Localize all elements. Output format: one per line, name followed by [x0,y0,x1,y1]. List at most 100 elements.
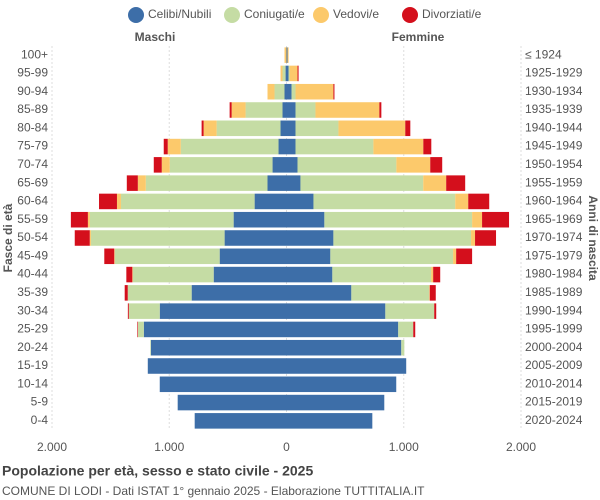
female-bar [455,193,469,210]
female-bar [433,266,441,283]
female-bar [286,157,298,173]
female-bar [431,266,434,283]
x-tick-label: 2.000 [506,440,536,454]
age-label: 80-84 [17,120,48,134]
female-bar [295,102,316,118]
male-bar [128,303,160,319]
y-axis-title: Fasce di età [1,203,15,272]
female-bar [330,248,454,265]
male-bar [159,376,287,393]
year-label: 1955-1959 [525,175,583,189]
female-bar [423,175,447,191]
male-bar [137,175,146,191]
female-bar [289,65,298,82]
age-label: 15-19 [17,358,48,372]
female-bar [291,83,296,100]
male-bar [282,65,286,82]
male-bar [219,248,287,265]
female-bar [288,65,290,82]
age-label: 60-64 [17,194,48,208]
year-label: 2010-2014 [525,376,583,390]
male-bar [284,83,287,100]
female-bar [429,285,430,301]
age-label: 70-74 [17,157,48,171]
female-bar [286,394,385,411]
male-bar [245,102,283,118]
year-label: ≤ 1924 [525,47,562,61]
male-bar [126,175,138,191]
female-bar [453,248,457,265]
female-bar [286,339,402,356]
year-label: 1985-1989 [525,285,583,299]
male-bar [150,339,287,356]
male-bar [161,157,170,173]
age-label: 20-24 [17,340,48,354]
year-label: 1980-1984 [525,267,583,281]
male-bar [274,83,285,100]
female-bar [286,248,331,265]
male-bar [87,211,90,228]
female-bar [286,285,352,301]
male-bar [224,230,287,246]
male-bar [114,248,115,265]
male-bar [137,321,138,338]
female-bar [475,230,497,246]
female-bar [430,157,443,173]
age-label: 35-39 [17,285,48,299]
male-bar [150,339,151,356]
female-bar [286,358,407,374]
y2-axis-title: Anni di nascita [586,195,600,281]
male-bar [180,138,279,155]
female-bar [286,65,289,82]
year-label: 1975-1979 [525,248,583,262]
female-bar [405,120,411,137]
male-bar [280,65,283,82]
year-label: 1925-1929 [525,66,583,80]
female-bar [423,138,432,155]
year-label: 2020-2024 [525,413,583,427]
male-bar [194,413,287,429]
female-bar [286,266,333,283]
female-bar [379,102,382,118]
female-bar [286,321,399,338]
legend-marker [128,7,144,23]
male-bar [203,120,217,137]
legend-label: Celibi/Nubili [148,7,211,21]
male-bar [126,266,133,283]
female-bar [324,211,473,228]
legend-marker [402,7,418,23]
female-bar [398,321,414,338]
chart-title: Popolazione per età, sesso e stato civil… [2,463,313,479]
age-label: 100+ [21,47,48,61]
female-bar [286,230,334,246]
year-label: 2000-2004 [525,340,583,354]
male-bar [254,193,287,210]
year-label: 2005-2009 [525,358,583,372]
year-label: 1960-1964 [525,194,583,208]
age-label: 50-54 [17,230,48,244]
year-label: 1935-1939 [525,102,583,116]
female-bar [286,413,373,429]
female-bar [471,230,476,246]
female-bar [297,65,299,82]
legend-marker [224,7,240,23]
x-tick-label: 1.000 [389,440,419,454]
male-bar [137,321,144,338]
female-bar [286,175,301,191]
male-bar [89,230,91,246]
year-label: 1970-1974 [525,230,583,244]
female-bar [468,193,490,210]
female-bar [338,120,406,137]
male-bar [74,230,90,246]
male-bar [124,285,128,301]
male-bar [231,102,246,118]
female-bar [295,138,374,155]
year-label: 1930-1934 [525,84,583,98]
female-bar [332,266,432,283]
year-label: 2015-2019 [525,395,583,409]
legend-marker [313,7,329,23]
female-bar [295,83,334,100]
female-bar [482,211,510,228]
year-label: 1950-1954 [525,157,583,171]
age-label: 5-9 [31,395,49,409]
